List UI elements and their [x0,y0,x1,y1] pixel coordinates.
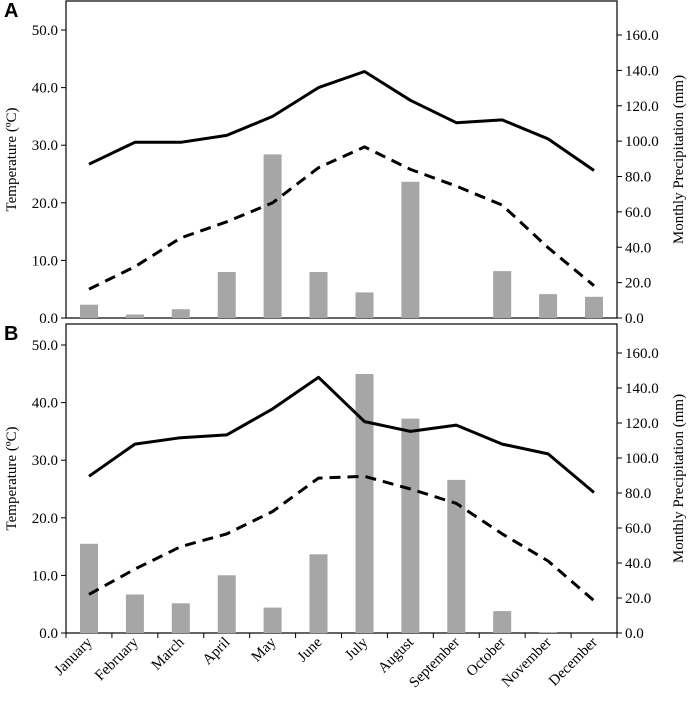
right-tick-label: 0.0 [625,311,644,327]
left-tick-label: 20.0 [32,196,58,212]
left-tick-label: 50.0 [32,23,58,39]
right-tick-label: 20.0 [625,591,651,607]
right-tick-label: 160.0 [625,346,659,362]
precip-bar [585,296,603,318]
precip-bar [125,594,144,633]
right-axis-title: Monthly Precipitation (mm) [671,75,687,244]
precip-bar [401,418,420,633]
precip-bar [355,374,374,633]
right-tick-label: 100.0 [625,134,659,150]
right-axis-title: Monthly Precipitation (mm) [671,394,687,563]
right-tick-label: 60.0 [625,205,651,221]
month-label: May [249,634,280,665]
precip-bar [309,272,328,318]
left-tick-label: 10.0 [32,253,58,269]
right-tick-label: 80.0 [625,486,651,502]
panel-b: 0.0 10.0 20.0 30.0 40.0 50.0 0.0 20.0 40.0 60.0 80… [4,323,687,642]
month-label: February [92,634,142,684]
month-label: November [499,635,555,691]
right-tick-label: 0.0 [625,626,644,642]
left-tick-label: 10.0 [32,568,58,584]
left-tick-label: 20.0 [32,511,58,527]
right-tick-label: 140.0 [625,381,659,397]
min-temp-line [88,145,595,291]
precip-bar [401,181,420,318]
precip-bar [217,575,236,634]
precip-bar [171,603,190,634]
right-tick-label: 160.0 [625,28,659,44]
right-tick-label: 120.0 [625,416,659,432]
max-temp-line [88,70,595,172]
right-tick-label: 60.0 [625,521,651,537]
left-tick-label: 50.0 [32,338,58,354]
left-axis-title: Temperature (ºC) [4,427,20,531]
panel-label: B [4,323,18,345]
month-label: January [51,634,96,679]
precip-bar [125,314,144,318]
month-label: June [295,634,326,665]
left-axis-title: Temperature (ºC) [4,108,20,212]
month-label: March [149,634,188,673]
month-label: April [200,635,234,669]
precip-bar [171,309,190,318]
precip-bar [263,154,282,318]
right-tick-label: 40.0 [625,556,651,572]
plot-frame [65,323,618,634]
right-tick-label: 80.0 [625,170,651,186]
precip-bar [539,632,558,633]
right-tick-label: 120.0 [625,99,659,115]
precip-bar [493,611,512,633]
month-label: October [464,635,509,680]
precip-bar [493,271,512,318]
left-tick-label: 40.0 [32,396,58,412]
panel-label: A [4,0,18,22]
month-label: July [342,634,371,663]
month-label: December [546,635,601,690]
left-tick-label: 0.0 [39,626,58,642]
right-tick-label: 20.0 [625,276,651,292]
panel-a: 0.0 10.0 20.0 30.0 40.0 50.0 0.0 20.0 40.0 60.0 80… [4,0,687,327]
precip-bar [447,479,466,633]
right-tick-label: 140.0 [625,63,659,79]
precip-bar [355,292,374,318]
left-tick-label: 0.0 [39,311,58,327]
plot-frame [65,0,618,319]
precip-bar [263,607,282,633]
precip-bar [80,543,98,634]
precip-bar [539,294,558,318]
precip-bar [80,304,98,318]
precip-bar [309,554,328,634]
max-temp-line [88,375,595,494]
right-tick-label: 100.0 [625,451,659,467]
left-tick-label: 40.0 [32,81,58,97]
min-temp-line [88,474,595,602]
left-tick-label: 30.0 [32,453,58,469]
precip-bar [217,272,236,318]
right-tick-label: 40.0 [625,240,651,256]
left-tick-label: 30.0 [32,138,58,154]
month-label: August [375,634,418,677]
month-label: September [406,635,463,692]
